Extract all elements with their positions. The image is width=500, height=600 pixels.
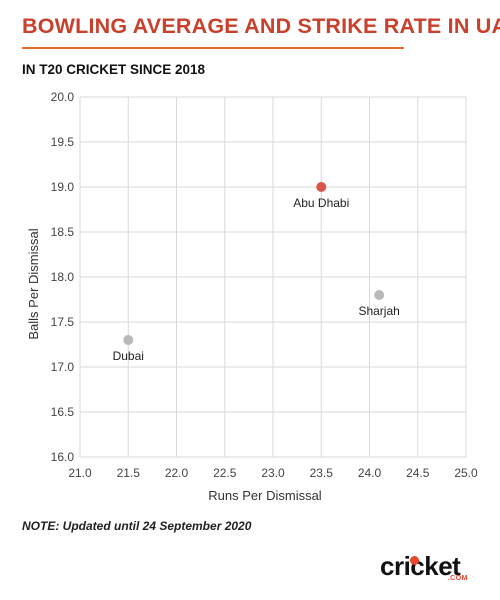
x-axis-label: Runs Per Dismissal <box>208 488 322 503</box>
x-tick-label: 24.5 <box>406 466 430 480</box>
y-axis-label: Balls Per Dismissal <box>26 228 41 339</box>
y-tick-label: 19.0 <box>51 180 75 194</box>
footnote: NOTE: Updated until 24 September 2020 <box>22 519 252 533</box>
y-tick-label: 16.0 <box>51 450 75 464</box>
y-tick-label: 19.5 <box>51 135 75 149</box>
logo-domain: .COM <box>447 575 468 582</box>
cricket-com-logo[interactable]: cricket .COM <box>380 552 480 584</box>
y-tick-label: 18.0 <box>51 270 75 284</box>
data-point-label: Sharjah <box>358 304 399 318</box>
title-divider <box>22 47 404 49</box>
data-points: Abu Dhabi Sharjah Dubai <box>113 182 400 363</box>
logo-wordmark: cricket <box>380 551 461 581</box>
grid-lines <box>79 96 467 458</box>
x-tick-label: 21.0 <box>68 466 92 480</box>
data-point[interactable] <box>374 290 385 300</box>
data-point-label: Dubai <box>113 349 144 363</box>
x-tick-label: 21.5 <box>117 466 141 480</box>
y-tick-label: 17.0 <box>51 360 75 374</box>
data-point[interactable] <box>123 335 134 345</box>
x-tick-label: 25.0 <box>454 466 478 480</box>
y-tick-label: 20.0 <box>51 90 75 104</box>
chart-subtitle: IN T20 CRICKET SINCE 2018 <box>22 62 206 77</box>
cricket-ball-icon <box>410 556 419 565</box>
x-tick-label: 23.5 <box>310 466 334 480</box>
tick-labels: 21.0 21.5 22.0 22.5 23.0 23.5 24.0 24.5 25.0 16.0… <box>51 90 478 480</box>
y-tick-label: 18.5 <box>51 225 75 239</box>
x-tick-label: 22.0 <box>165 466 189 480</box>
x-tick-label: 23.0 <box>261 466 285 480</box>
data-point-label: Abu Dhabi <box>293 196 349 210</box>
y-tick-label: 17.5 <box>51 315 75 329</box>
chart-title: BOWLING AVERAGE AND STRIKE RATE IN UAE <box>22 14 500 38</box>
y-tick-label: 16.5 <box>51 405 75 419</box>
x-tick-label: 24.0 <box>358 466 382 480</box>
data-point[interactable] <box>316 182 327 192</box>
x-tick-label: 22.5 <box>213 466 237 480</box>
